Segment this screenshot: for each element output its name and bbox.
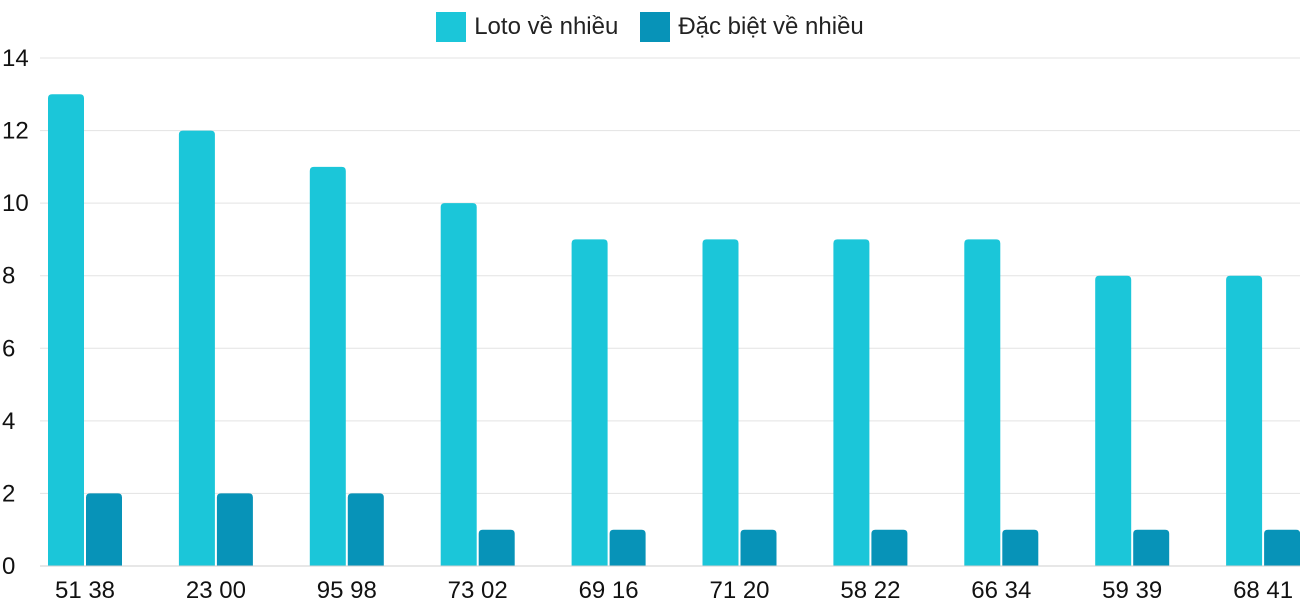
bar-loto (964, 239, 1001, 566)
x-tick-label: 69 16 (579, 577, 639, 600)
legend-swatch-loto (436, 12, 467, 42)
x-tick-label: 95 98 (317, 577, 377, 600)
x-tick-label: 73 02 (448, 577, 508, 600)
y-tick-label: 0 (2, 553, 15, 580)
bar-loto (178, 130, 215, 567)
bar-dac-biet (871, 529, 908, 566)
x-tick-label: 66 34 (971, 577, 1031, 600)
x-tick-label: 68 41 (1233, 577, 1293, 600)
bar-dac-biet (1133, 529, 1170, 566)
bar-loto (1226, 275, 1263, 566)
x-tick-label: 58 22 (840, 577, 900, 600)
y-tick-label: 8 (2, 263, 15, 290)
x-tick-label: 51 38 (55, 577, 115, 600)
bar-loto (571, 239, 608, 566)
bar-dac-biet (478, 529, 515, 566)
legend-label-loto: Loto về nhiều (474, 13, 619, 40)
y-tick-label: 6 (2, 335, 15, 362)
bar-loto (1095, 275, 1132, 566)
y-tick-label: 10 (2, 190, 29, 217)
chart-legend: Loto về nhiều Đặc biệt về nhiều (0, 12, 1300, 42)
bar-loto (309, 166, 346, 566)
bar-dac-biet (609, 529, 646, 566)
bar-dac-biet (86, 493, 122, 566)
y-tick-label: 2 (2, 480, 15, 507)
legend-swatch-dac-biet (640, 12, 671, 42)
bar-dac-biet (216, 493, 253, 566)
y-tick-label: 14 (2, 45, 29, 72)
legend-label-dac-biet: Đặc biệt về nhiều (678, 13, 864, 40)
bar-loto (48, 94, 84, 567)
bar-dac-biet (740, 529, 777, 566)
x-tick-label: 59 39 (1102, 577, 1162, 600)
legend-item-dac-biet: Đặc biệt về nhiều (640, 12, 864, 42)
bar-loto (440, 203, 477, 566)
bar-loto (702, 239, 739, 566)
y-tick-label: 12 (2, 118, 29, 145)
x-tick-label: 71 20 (709, 577, 769, 600)
bar-loto (833, 239, 870, 566)
x-tick-label: 23 00 (186, 577, 246, 600)
bar-dac-biet (1002, 529, 1039, 566)
bar-dac-biet (347, 493, 384, 566)
bar-dac-biet (1264, 529, 1300, 566)
y-tick-label: 4 (2, 408, 15, 435)
legend-item-loto: Loto về nhiều (436, 12, 618, 42)
